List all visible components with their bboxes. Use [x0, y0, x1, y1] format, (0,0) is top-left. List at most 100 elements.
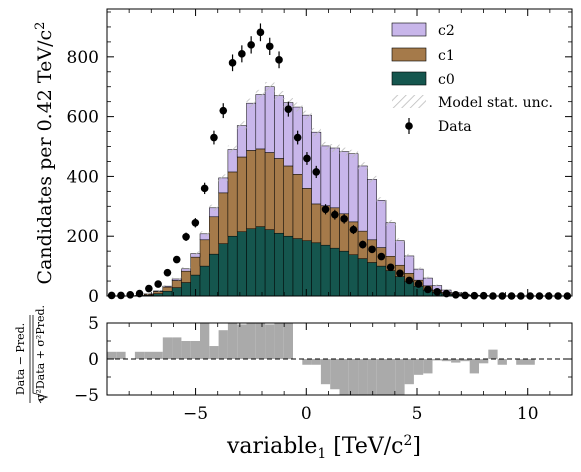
bar-c0-26 [348, 254, 359, 297]
bottom-ytick-label--5: −5 [74, 386, 99, 406]
bar-c2-17 [264, 86, 275, 153]
pull-bar-34 [423, 359, 433, 374]
bar-c0-22 [311, 242, 322, 297]
bar-c1-7 [171, 280, 182, 288]
model-unc-21 [302, 110, 312, 120]
data-point-9 [191, 218, 200, 227]
data-point-4 [145, 284, 153, 293]
pull-bar-19 [283, 323, 293, 359]
data-point-21 [303, 154, 311, 163]
pull-bar-36 [441, 359, 452, 362]
top-y-axis: 0 200 400 600 800 [67, 11, 572, 307]
pull-bar-27 [358, 359, 368, 395]
data-point-30 [386, 263, 395, 272]
bar-c2-14 [236, 125, 247, 158]
model-unc-33 [413, 267, 424, 271]
model-unc-35 [432, 284, 442, 287]
model-unc-6 [162, 285, 173, 288]
bar-c0-30 [385, 270, 396, 297]
model-unc-8 [181, 267, 191, 271]
bar-c1-12 [218, 192, 229, 244]
model-unc-17 [265, 81, 275, 92]
legend-swatch-c2 [391, 22, 427, 37]
top-ytick-label-200: 200 [67, 227, 99, 247]
pull-bar-26 [348, 359, 359, 395]
legend-data-marker [405, 122, 413, 130]
model-unc-7 [172, 277, 182, 281]
top-x-ticks [106, 9, 573, 296]
legend-label-c1: c1 [438, 48, 455, 64]
bottom-y-label-denominator: σ²Data + σ²Pred. [34, 305, 47, 401]
pull-bar-41 [488, 349, 498, 359]
xtick-label--5: −5 [183, 404, 208, 424]
pull-bar-30 [386, 359, 396, 395]
data-point-19 [284, 105, 293, 113]
data-point-22 [312, 168, 321, 176]
data-point-12 [219, 106, 228, 115]
bar-c2-31 [395, 240, 405, 266]
top-ytick-label-0: 0 [88, 287, 99, 307]
pull-bar-17 [265, 324, 275, 359]
bottom-y-label-numerator: Data − Pred. [14, 323, 27, 395]
bar-c2-18 [274, 95, 284, 159]
pull-bar-21 [302, 359, 312, 365]
bar-c0-15 [246, 228, 257, 297]
bar-c0-6 [162, 290, 173, 297]
xtick-label-0: 0 [301, 404, 312, 424]
data-point-35 [433, 288, 441, 296]
bar-c2-29 [376, 200, 387, 248]
pull-bar-10 [200, 323, 210, 359]
bar-c1-16 [255, 148, 266, 227]
data-point-5 [154, 280, 162, 288]
data-point-23 [321, 205, 330, 214]
model-unc-14 [237, 121, 247, 130]
model-unc-25 [339, 147, 349, 156]
pull-bar-1 [116, 351, 126, 359]
pull-bar-24 [330, 359, 340, 390]
bar-c2-28 [367, 179, 377, 241]
legend-label-c2: c2 [438, 23, 455, 39]
pull-bar-18 [274, 323, 284, 359]
bar-c1-6 [162, 286, 173, 292]
model-unc-28 [367, 175, 377, 183]
pull-bar-44 [516, 359, 526, 365]
pull-bar-3 [134, 351, 145, 359]
data-point-13 [228, 59, 237, 67]
pull-bar-45 [525, 359, 535, 365]
bar-c0-24 [329, 247, 340, 297]
legend-swatch-c0 [391, 71, 427, 86]
pull-bar-29 [376, 359, 386, 395]
data-point-20 [293, 133, 302, 142]
data-point-6 [163, 268, 172, 277]
pull-bar-35 [432, 359, 442, 361]
bar-c0-18 [274, 232, 284, 297]
x-axis: −5 0 5 10 [106, 323, 573, 424]
pull-bar-25 [339, 359, 349, 395]
data-point-2 [126, 291, 135, 299]
data-point-25 [340, 215, 348, 223]
model-unc-32 [404, 253, 414, 259]
bar-c0-8 [181, 282, 191, 297]
pull-bar-15 [246, 323, 256, 359]
data-point-16 [256, 28, 265, 37]
bar-c1-15 [246, 150, 257, 229]
bar-c0-25 [339, 250, 350, 297]
data-point-14 [238, 50, 246, 58]
data-point-7 [172, 255, 181, 264]
model-unc-5 [153, 290, 163, 292]
pull-bar-4 [144, 351, 154, 359]
pull-bar-0 [107, 351, 117, 359]
bar-c1-22 [311, 203, 322, 244]
top-ytick-label-800: 800 [67, 48, 99, 68]
bar-c0-29 [376, 265, 387, 297]
data-point-32 [405, 276, 414, 285]
bar-c0-28 [367, 262, 377, 297]
sqrt-sign [32, 315, 49, 404]
pull-bar-31 [395, 359, 405, 395]
bar-c1-5 [153, 291, 164, 294]
bar-c1-20 [292, 174, 303, 239]
model-unc-15 [246, 98, 256, 108]
model-unc-16 [255, 89, 266, 100]
bar-c0-16 [255, 226, 266, 297]
